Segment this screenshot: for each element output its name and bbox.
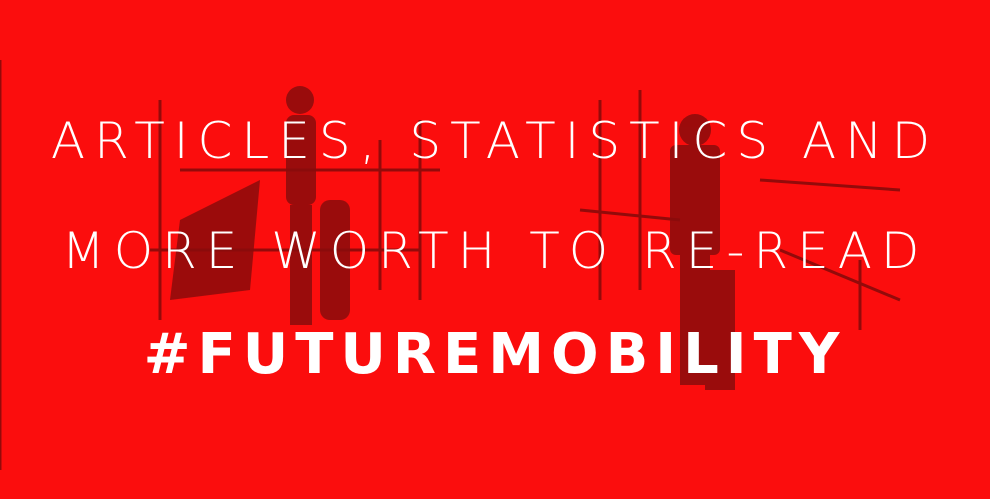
headline-line: MORE WORTH TO RE-READ: [0, 222, 990, 280]
banner: ARTICLES, STATISTICS AND MORE WORTH TO R…: [0, 0, 990, 499]
headline-line: ARTICLES, STATISTICS AND: [0, 112, 990, 170]
hashtag: #FUTUREMOBILITY: [0, 322, 990, 387]
